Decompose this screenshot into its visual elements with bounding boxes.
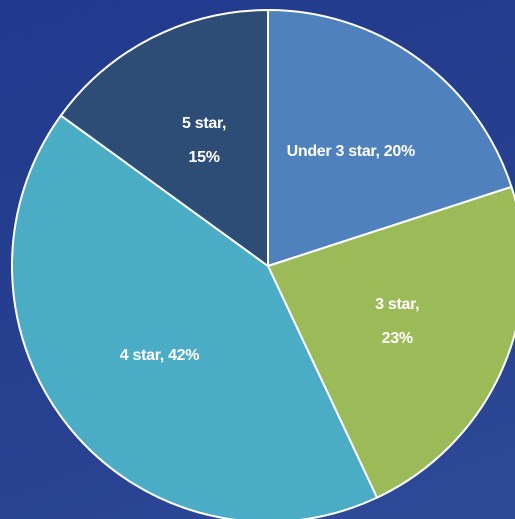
- pie-slice: [11, 114, 379, 519]
- pie-slice: [266, 185, 515, 499]
- pie-slice: [59, 8, 269, 268]
- data-label: Under 3 star, 20%: [286, 143, 416, 161]
- data-label: 5 star, 15%: [181, 114, 227, 166]
- data-label: 3 star, 23%: [375, 295, 420, 347]
- pie-slice: [267, 8, 513, 268]
- data-label: 4 star, 42%: [119, 346, 200, 364]
